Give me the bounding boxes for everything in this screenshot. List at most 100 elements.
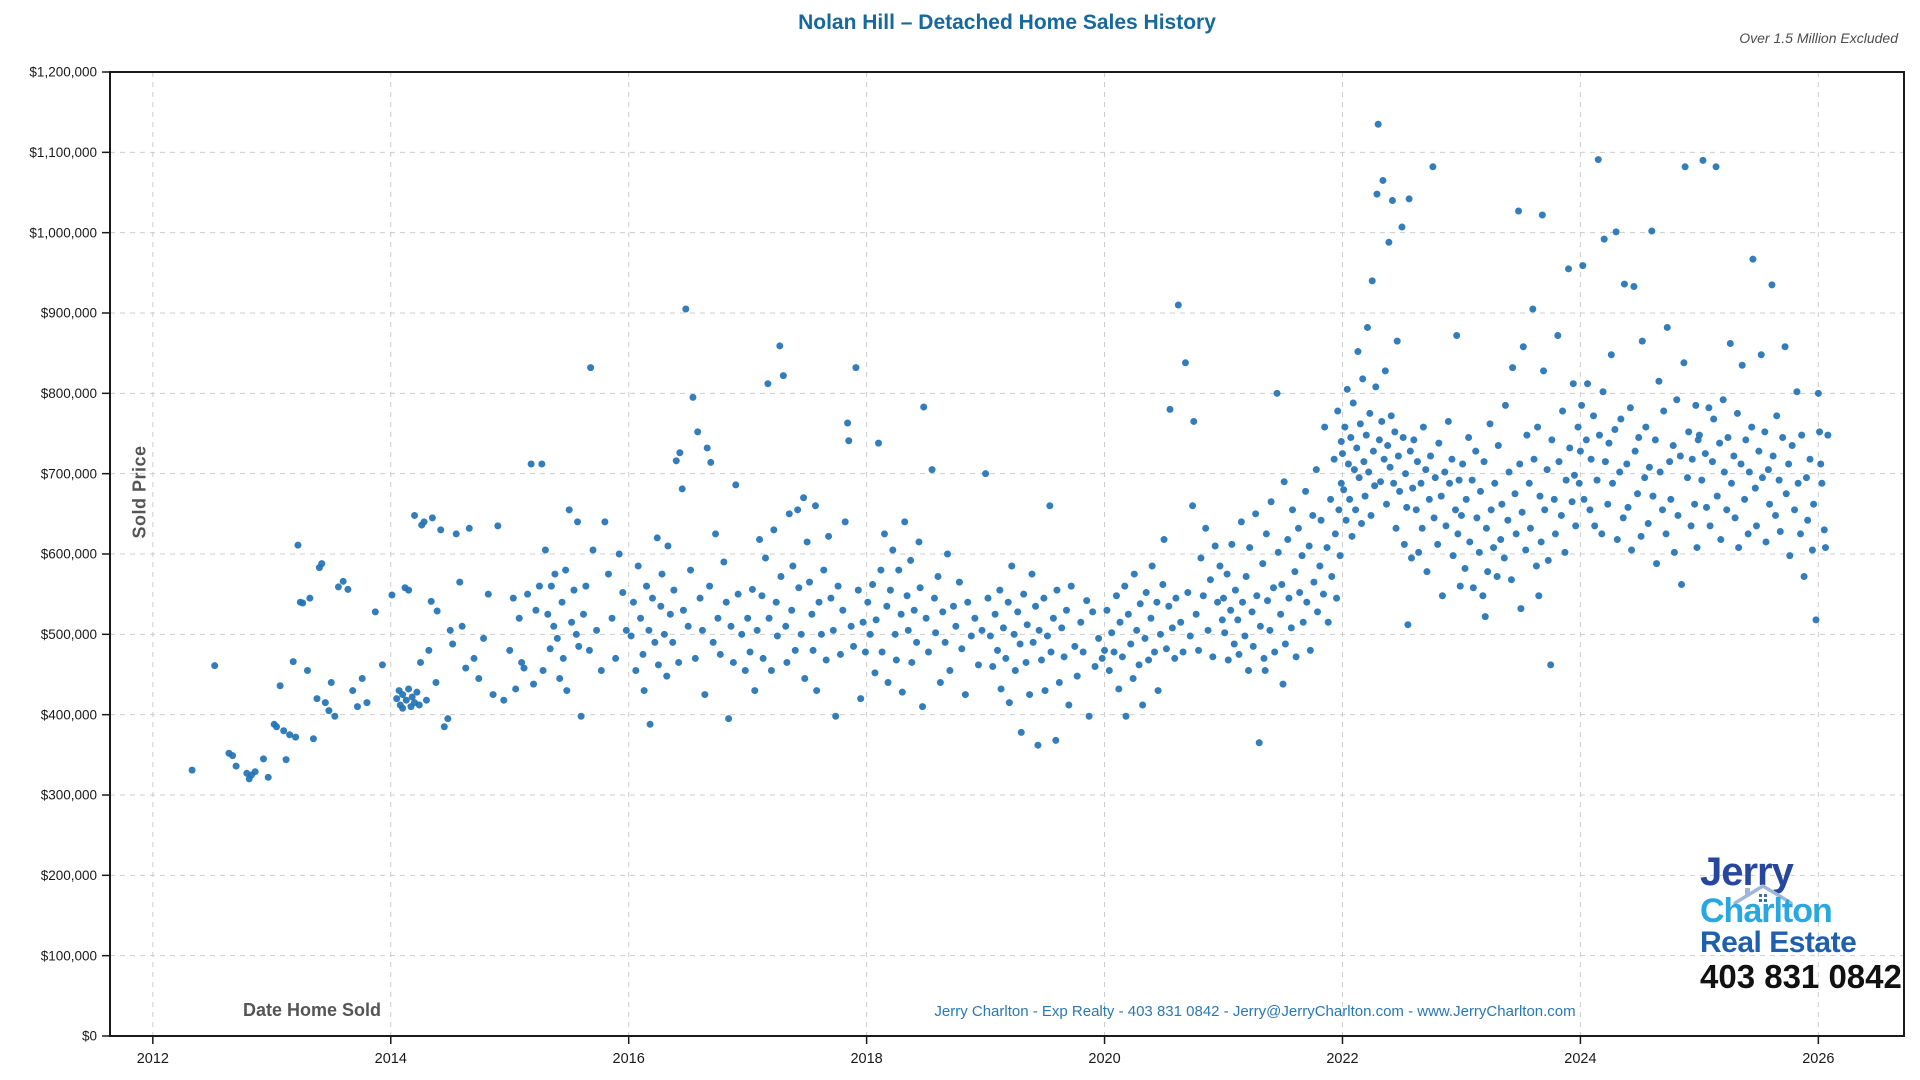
data-point xyxy=(1530,455,1538,463)
data-point xyxy=(694,428,702,436)
data-point xyxy=(1543,466,1551,474)
data-point xyxy=(629,598,637,606)
data-point xyxy=(1504,516,1512,524)
data-point xyxy=(1294,524,1302,532)
data-point xyxy=(1773,412,1781,420)
data-point xyxy=(640,687,648,695)
data-point xyxy=(877,566,885,574)
page-title: Nolan Hill – Detached Home Sales History xyxy=(798,11,1216,34)
data-point xyxy=(358,675,366,683)
data-point xyxy=(941,638,949,646)
data-point xyxy=(1554,331,1562,339)
data-point xyxy=(993,646,1001,654)
data-point xyxy=(765,614,773,622)
data-point xyxy=(294,541,302,549)
data-point xyxy=(1519,343,1527,351)
data-point xyxy=(1273,389,1281,397)
data-point xyxy=(1011,666,1019,674)
data-point xyxy=(653,534,661,542)
data-point xyxy=(1023,621,1031,629)
data-point xyxy=(1731,514,1739,522)
data-point xyxy=(1046,502,1054,510)
data-point xyxy=(1427,452,1435,460)
data-point xyxy=(1712,163,1720,171)
data-point xyxy=(608,614,616,622)
data-point xyxy=(1498,500,1506,508)
data-point xyxy=(1016,640,1024,648)
data-point xyxy=(1444,417,1452,425)
data-point xyxy=(1028,570,1036,578)
data-point xyxy=(889,546,897,554)
data-point xyxy=(575,642,583,650)
data-point xyxy=(1323,544,1331,552)
data-point xyxy=(720,558,728,566)
data-point xyxy=(1340,486,1348,494)
data-point xyxy=(1808,546,1816,554)
data-point xyxy=(1724,434,1732,442)
data-point xyxy=(871,669,879,677)
data-point xyxy=(1391,428,1399,436)
data-point xyxy=(579,610,587,618)
data-point xyxy=(785,510,793,518)
data-point xyxy=(353,703,361,711)
data-point xyxy=(1142,589,1150,597)
data-point xyxy=(1626,404,1634,412)
data-point xyxy=(961,691,969,699)
x-tick-label: 2026 xyxy=(1802,1051,1834,1067)
data-point xyxy=(1550,495,1558,503)
data-point xyxy=(1507,576,1515,584)
data-point xyxy=(643,582,651,590)
data-point xyxy=(834,582,842,590)
data-point xyxy=(1599,388,1607,396)
data-point xyxy=(678,485,686,493)
data-point xyxy=(1457,511,1465,519)
data-point xyxy=(1349,399,1357,407)
data-point xyxy=(1620,280,1628,288)
data-point xyxy=(1692,401,1700,409)
data-point xyxy=(449,640,457,648)
data-point xyxy=(1035,626,1043,634)
data-point xyxy=(1431,474,1439,482)
data-point xyxy=(727,622,735,630)
data-point xyxy=(1047,648,1055,656)
data-point xyxy=(1644,519,1652,527)
data-point xyxy=(1306,646,1314,654)
data-point xyxy=(669,638,677,646)
data-point xyxy=(1255,739,1263,747)
data-point xyxy=(1177,618,1185,626)
data-point xyxy=(572,630,580,638)
data-point xyxy=(1617,415,1625,423)
data-point xyxy=(1154,687,1162,695)
data-point xyxy=(687,566,695,574)
data-point xyxy=(1032,602,1040,610)
data-point xyxy=(587,364,595,372)
data-point xyxy=(1685,428,1693,436)
data-point xyxy=(1410,436,1418,444)
data-point xyxy=(815,598,823,606)
data-point xyxy=(378,661,386,669)
x-tick-label: 2016 xyxy=(613,1051,645,1067)
data-point xyxy=(1764,466,1772,474)
data-point xyxy=(820,566,828,574)
data-point xyxy=(880,530,888,538)
data-point xyxy=(1374,120,1382,128)
data-point xyxy=(1338,450,1346,458)
data-point xyxy=(1289,506,1297,514)
data-point xyxy=(1305,542,1313,550)
data-point xyxy=(1091,662,1099,670)
data-point xyxy=(1310,578,1318,586)
data-point xyxy=(767,666,775,674)
data-point xyxy=(1278,581,1286,589)
y-tick-label: $200,000 xyxy=(41,868,97,883)
data-point xyxy=(1336,552,1344,560)
data-point xyxy=(188,766,196,774)
data-point xyxy=(808,610,816,618)
data-point xyxy=(1442,522,1450,530)
data-point xyxy=(1279,680,1287,688)
data-point xyxy=(604,570,612,578)
data-point xyxy=(1518,508,1526,516)
data-point xyxy=(1566,444,1574,452)
data-point xyxy=(282,756,290,764)
data-point xyxy=(1607,351,1615,359)
data-point xyxy=(1252,510,1260,518)
